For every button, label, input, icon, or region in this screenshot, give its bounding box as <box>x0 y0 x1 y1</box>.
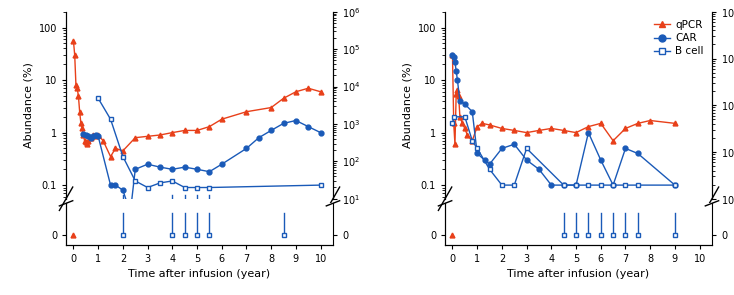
Y-axis label: Abundance (%): Abundance (%) <box>23 62 33 148</box>
Y-axis label: Abundance (%): Abundance (%) <box>402 62 412 148</box>
X-axis label: Time after infusion (year): Time after infusion (year) <box>507 269 650 279</box>
X-axis label: Time after infusion (year): Time after infusion (year) <box>128 269 271 279</box>
Legend: qPCR, CAR, B cell: qPCR, CAR, B cell <box>651 17 707 60</box>
